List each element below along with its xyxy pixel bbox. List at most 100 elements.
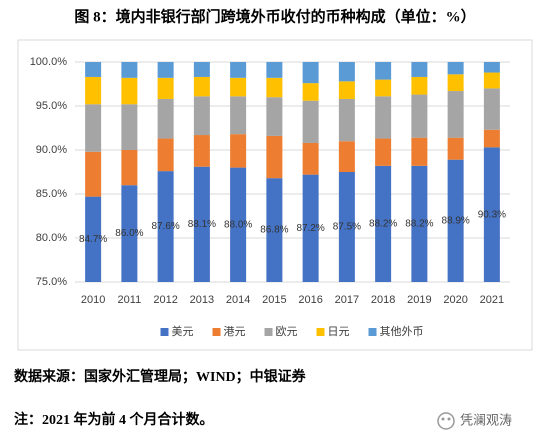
legend-label: 日元 [328,326,350,338]
bar-segment [230,96,247,135]
bar-segment [338,62,355,82]
chart-title: 图 8：境内非银行部门跨境外币收付的币种构成（单位：%） [74,7,475,25]
bar-segment [302,83,319,101]
bar-segment [266,97,283,136]
bar-segment [483,147,500,282]
bar-segment [338,98,355,142]
bar-segment [230,134,247,168]
bar-segment [338,172,355,282]
legend-swatch [316,328,325,336]
bar-segment [483,88,500,130]
data-label: 88.2% [405,219,433,230]
x-tick-label: 2015 [262,294,286,306]
bar-segment [447,159,464,282]
bar-segment [447,91,464,138]
y-tick-label: 80.0% [36,232,67,244]
bar-segment [121,150,138,186]
x-tick-label: 2011 [118,294,142,306]
bar-segment [302,142,319,175]
x-tick-label: 2010 [81,294,105,306]
x-tick-label: 2019 [407,294,431,306]
footnote: 注：2021 年为前 4 个月合计数。 [14,411,214,428]
x-tick-label: 2012 [153,294,177,306]
bar-segment [302,174,319,282]
bar-segment [411,76,428,95]
data-label: 87.5% [333,222,361,233]
bar-segment [483,62,500,73]
bar-segment [230,62,247,78]
x-tick-label: 2014 [226,294,250,306]
data-label: 88.2% [369,219,397,230]
x-tick-label: 2017 [335,294,359,306]
bar-segment [121,77,138,105]
data-label: 88.9% [441,215,469,226]
bar-segment [302,62,319,84]
bar-segment [85,151,102,197]
bar-segment [411,62,428,77]
data-label: 87.6% [151,221,179,232]
data-label: 87.2% [296,223,324,234]
bar-segment [483,129,500,148]
data-label: 86.8% [260,225,288,236]
bar-segment [375,165,392,282]
x-tick-label: 2020 [443,294,467,306]
bar-segment [230,167,247,282]
bar-segment [157,98,174,139]
legend-swatch [160,328,169,336]
bar-segment [193,96,210,136]
bar-segment [157,138,174,172]
data-label: 88.1% [188,219,216,230]
bar-segment [483,72,500,89]
bar-segment [447,137,464,160]
bar-segment [193,135,210,167]
bar-segment [193,166,210,282]
bar-segment [447,62,464,75]
bar-segment [411,94,428,138]
bar-segment [157,77,174,99]
legend-swatch [212,328,221,336]
bar-segment [121,62,138,78]
y-tick-label: 90.0% [36,144,67,156]
bar-segment [375,138,392,166]
bar-segment [266,77,283,98]
data-label: 90.3% [478,209,506,220]
data-label: 88.0% [224,219,252,230]
legend-swatch [264,328,273,336]
data-label: 84.7% [79,234,107,245]
data-label: 86.0% [115,228,143,239]
bar-segment [411,165,428,282]
bar-segment [375,79,392,97]
bar-segment [411,137,428,166]
bar-segment [85,196,102,282]
legend-label: 欧元 [276,325,298,338]
bar-segment [193,76,210,97]
y-tick-label: 100.0% [30,56,68,68]
bar-segment [266,178,283,282]
watermark-icon [437,412,455,430]
legend-label: 港元 [224,325,246,338]
bar-segment [85,62,102,77]
y-tick-label: 85.0% [36,188,67,200]
chart-frame [17,39,533,351]
watermark: 凭澜观涛 [460,412,512,427]
bar-segment [157,171,174,282]
bar-segment [375,62,392,80]
bar-segment [338,81,355,99]
source-note: 数据来源：国家外汇管理局；WIND；中银证券 [14,368,307,385]
bar-segment [121,104,138,150]
bar-segment [266,135,283,179]
bar-segment [157,62,174,78]
bar-segment [121,185,138,282]
x-tick-label: 2016 [298,294,322,306]
bar-segment [302,100,319,143]
y-tick-label: 95.0% [36,100,67,112]
bar-segment [338,141,355,172]
y-tick-label: 75.0% [36,276,67,288]
bar-segment [230,77,247,97]
bar-segment [85,104,102,152]
bar-segment [85,76,102,105]
bar-segment [375,96,392,139]
bar-segment [193,62,210,77]
x-tick-label: 2013 [190,294,214,306]
